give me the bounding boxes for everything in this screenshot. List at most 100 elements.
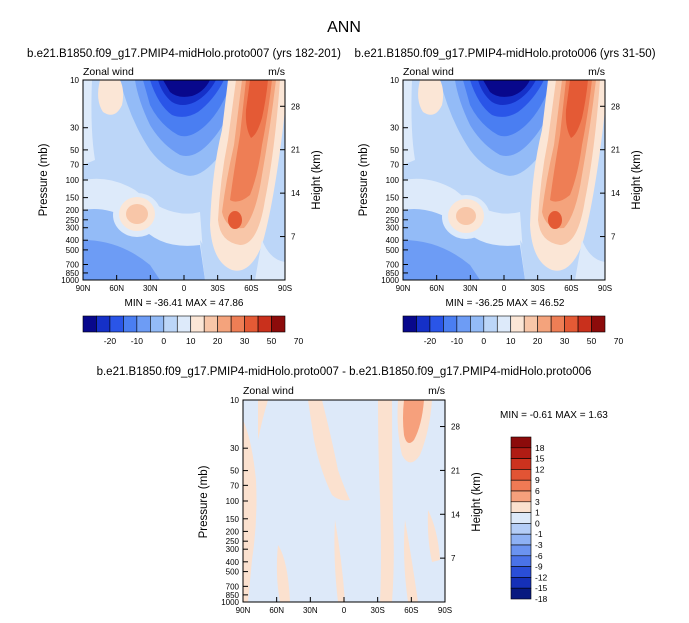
pressure-tick-label: 300	[226, 545, 240, 554]
height-tick-label: 28	[611, 102, 620, 111]
colorbar-swatch	[123, 315, 138, 333]
colorbar-label: -10	[451, 336, 464, 346]
colorbar-swatch	[416, 315, 431, 333]
colorbar-swatch	[483, 315, 498, 333]
colorbar-swatch	[510, 436, 532, 449]
panel-3-ylabel-right: Height (km)	[471, 472, 483, 532]
colorbar-label: -20	[424, 336, 437, 346]
colorbar-label: 12	[535, 464, 545, 474]
pressure-tick-label: 500	[226, 568, 240, 577]
colorbar-label: -6	[535, 551, 543, 561]
panel-2: b.e21.B1850.f09_g17.PMIP4-midHolo.proto0…	[354, 48, 655, 346]
pressure-tick-label: 70	[70, 161, 79, 170]
panel-2-stats: MIN = -36.25 MAX = 46.52	[446, 298, 565, 309]
colorbar-label: 1	[535, 508, 540, 518]
colorbar-label: 70	[294, 336, 304, 346]
lat-tick-label: 60S	[564, 284, 578, 293]
pressure-tick-label: 300	[66, 224, 80, 233]
colorbar-swatch	[510, 447, 532, 459]
height-tick-label: 28	[291, 102, 300, 111]
pressure-tick-label: 400	[386, 236, 400, 245]
pressure-tick-label: 10	[390, 76, 399, 85]
colorbar-swatch	[190, 315, 205, 333]
lat-tick-label: 30N	[303, 606, 318, 615]
colorbar-label: -3	[535, 540, 543, 550]
colorbar-label: 15	[535, 454, 545, 464]
panel-2-ylabel: Pressure (mb)	[358, 143, 370, 216]
colorbar-label: 0	[481, 336, 486, 346]
lat-tick-label: 0	[342, 606, 347, 615]
lat-tick-label: 90S	[598, 284, 612, 293]
lat-tick-label: 90S	[438, 606, 452, 615]
colorbar-swatch	[217, 315, 232, 333]
lat-tick-label: 30N	[143, 284, 158, 293]
colorbar-swatch	[510, 577, 532, 589]
colorbar-swatch	[510, 533, 532, 546]
pressure-tick-label: 400	[66, 236, 80, 245]
colorbar-swatch	[244, 315, 259, 333]
pressure-tick-label: 400	[226, 558, 240, 567]
pressure-tick-label: 150	[386, 194, 400, 203]
colorbar-swatch	[564, 315, 579, 333]
colorbar-label: 50	[587, 336, 597, 346]
height-tick-label: 21	[451, 466, 460, 475]
colorbar-swatch	[510, 523, 532, 535]
pressure-tick-label: 200	[226, 527, 240, 536]
panel-1-units-label: m/s	[268, 66, 285, 78]
colorbar-swatch	[136, 315, 151, 333]
panel-1-contour-field	[83, 80, 285, 280]
colorbar-swatch	[591, 315, 606, 333]
panel-1-ylabel: Pressure (mb)	[38, 143, 50, 216]
colorbar-swatch	[537, 315, 552, 333]
colorbar-swatch	[456, 315, 471, 333]
height-tick-label: 14	[291, 189, 300, 198]
height-tick-label: 21	[291, 146, 300, 155]
panel-3: b.e21.B1850.f09_g17.PMIP4-midHolo.proto0…	[97, 366, 609, 615]
pressure-tick-label: 100	[386, 176, 400, 185]
pressure-tick-label: 700	[226, 582, 240, 591]
pressure-tick-label: 250	[226, 537, 240, 546]
pressure-tick-label: 150	[226, 515, 240, 524]
colorbar-swatch	[510, 490, 532, 503]
lat-tick-label: 90N	[76, 284, 91, 293]
height-tick-label: 14	[451, 510, 460, 519]
colorbar-label: 70	[614, 336, 624, 346]
pressure-tick-label: 1000	[381, 276, 399, 285]
colorbar-swatch	[510, 458, 532, 470]
colorbar-swatch	[96, 315, 111, 333]
colorbar-swatch	[510, 315, 525, 333]
panel-3-title: b.e21.B1850.f09_g17.PMIP4-midHolo.proto0…	[97, 366, 592, 378]
lat-tick-label: 60N	[269, 606, 284, 615]
lat-tick-label: 60N	[109, 284, 124, 293]
panel-2-contour-field	[403, 80, 605, 280]
colorbar-label: -18	[535, 594, 548, 604]
pressure-tick-label: 70	[390, 161, 399, 170]
colorbar-swatch	[150, 315, 165, 333]
pressure-tick-label: 70	[230, 481, 239, 490]
lat-tick-label: 60S	[404, 606, 418, 615]
pressure-tick-label: 100	[66, 176, 80, 185]
panel-2-variable-label: Zonal wind	[403, 66, 454, 78]
lat-tick-label: 30N	[463, 284, 478, 293]
colorbar-label: -12	[535, 572, 548, 582]
panel-3-variable-label: Zonal wind	[243, 385, 294, 397]
colorbar-swatch	[510, 469, 532, 481]
pressure-tick-label: 10	[230, 396, 239, 405]
panel-1-ylabel-right: Height (km)	[311, 150, 323, 210]
panel-1-variable-label: Zonal wind	[83, 66, 134, 78]
colorbar-swatch	[82, 315, 97, 333]
panel-2-units-label: m/s	[588, 66, 605, 78]
pressure-tick-label: 200	[386, 206, 400, 215]
lat-tick-label: 90N	[236, 606, 251, 615]
pressure-tick-label: 50	[390, 146, 399, 155]
colorbar-swatch	[271, 315, 286, 333]
colorbar-swatch	[510, 501, 532, 513]
pressure-tick-label: 700	[386, 261, 400, 270]
colorbar-label: 0	[161, 336, 166, 346]
colorbar-swatch	[163, 315, 178, 333]
pressure-tick-label: 250	[66, 216, 80, 225]
height-tick-label: 21	[611, 146, 620, 155]
pressure-tick-label: 200	[66, 206, 80, 215]
lat-tick-label: 30S	[211, 284, 225, 293]
